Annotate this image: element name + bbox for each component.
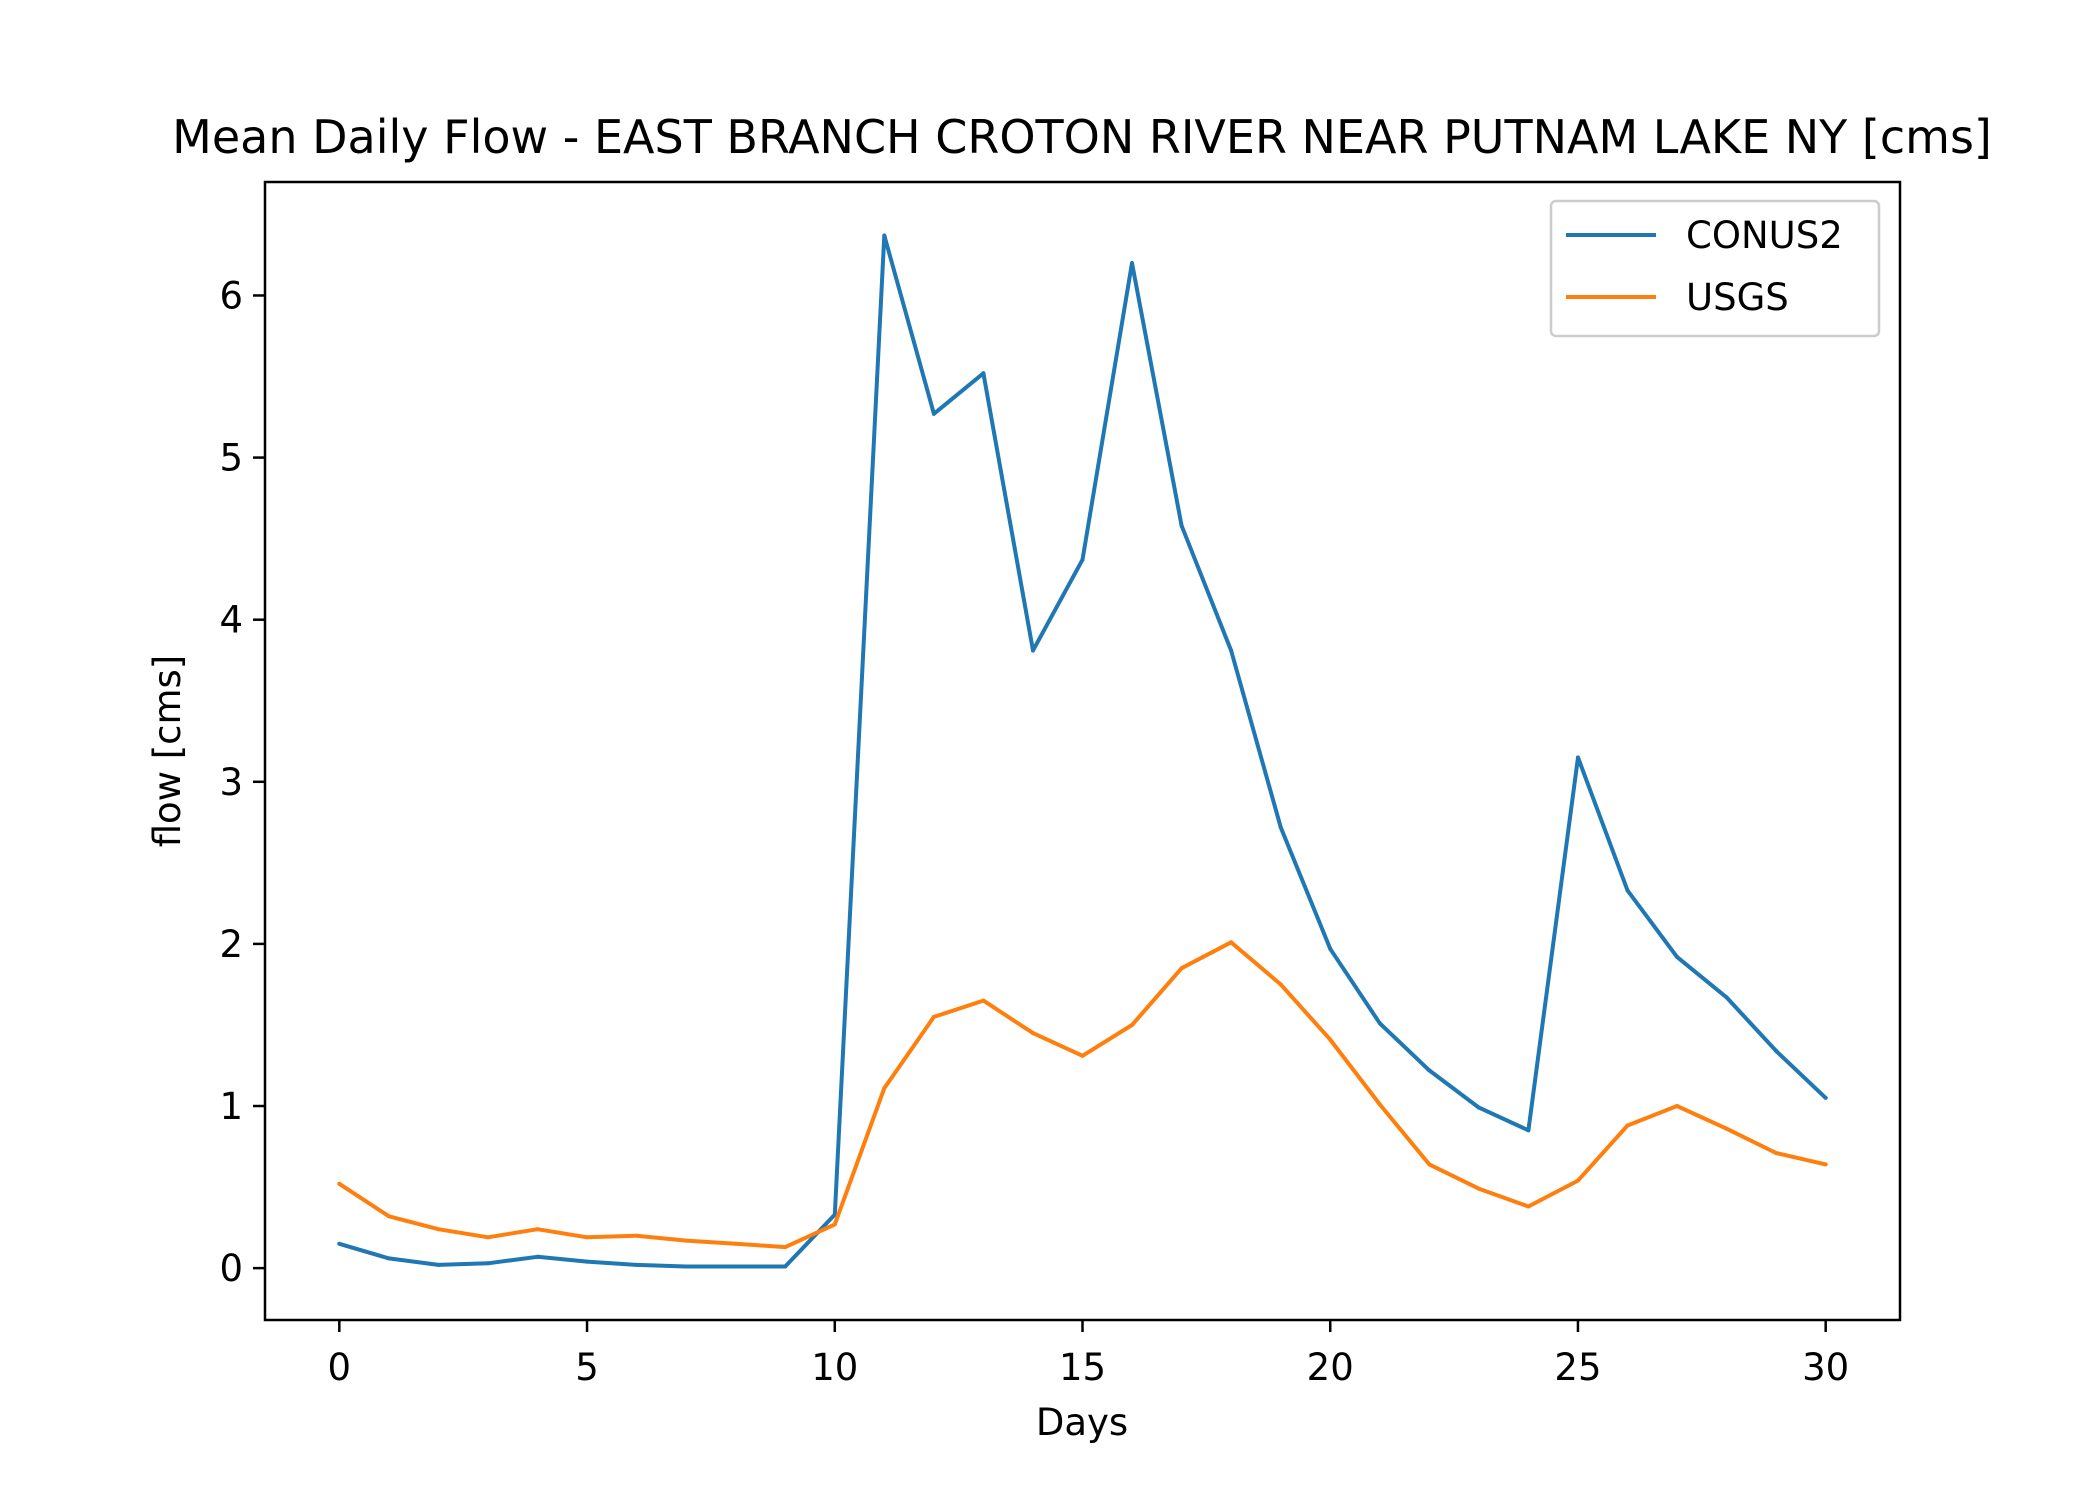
series-2-point: [436, 1227, 441, 1232]
series-1-point: [1179, 523, 1184, 528]
chart-title: Mean Daily Flow - EAST BRANCH CROTON RIV…: [172, 110, 1992, 164]
series-1-point: [981, 371, 986, 376]
series-2-point: [1724, 1126, 1729, 1131]
y-tick-label: 3: [219, 761, 243, 804]
series-1-point: [634, 1262, 639, 1267]
series-1-point: [882, 233, 887, 238]
series-1-point: [1080, 557, 1085, 562]
series-2-point: [931, 1014, 936, 1019]
series-1-point: [1328, 946, 1333, 951]
legend-label: USGS: [1686, 276, 1789, 319]
y-tick-label: 6: [219, 274, 243, 317]
series-2-point: [1328, 1037, 1333, 1042]
series-2-point: [733, 1241, 738, 1246]
x-axis: 0 5 10 15 20 25 30: [328, 1320, 1849, 1389]
series-1-point: [1130, 261, 1134, 266]
series-2-point: [535, 1227, 540, 1232]
series-2-point: [1179, 966, 1184, 971]
y-tick-label: 5: [219, 437, 243, 480]
series-1-point: [1724, 995, 1729, 1000]
x-tick-label: 5: [575, 1346, 599, 1389]
series-2-point: [1774, 1151, 1779, 1155]
series-1-point: [1031, 648, 1035, 653]
series-1-point: [486, 1261, 490, 1266]
series-2-point: [337, 1181, 342, 1186]
series-2-point: [1229, 940, 1234, 945]
x-tick-label: 30: [1802, 1346, 1849, 1389]
series-2-point: [981, 998, 986, 1003]
series-2-point: [1526, 1204, 1531, 1209]
series-1-point: [931, 411, 936, 416]
series-2-point: [882, 1086, 887, 1091]
series-1-point: [1427, 1068, 1432, 1073]
y-tick-label: 2: [219, 923, 243, 966]
series-1-point: [783, 1264, 788, 1269]
series-2-point: [1675, 1104, 1679, 1108]
x-tick-label: 15: [1059, 1346, 1106, 1389]
series-2-point: [1130, 1023, 1134, 1027]
legend-label: CONUS2: [1686, 214, 1843, 257]
series-2-point: [1031, 1031, 1035, 1036]
series-1-point: [1625, 888, 1630, 893]
series-1-point: [1774, 1048, 1779, 1053]
series-2-point: [832, 1222, 837, 1227]
series-2-point: [634, 1233, 639, 1238]
series-layer: [337, 233, 1828, 1269]
series-1-point: [535, 1254, 540, 1259]
series-2-point: [1576, 1178, 1580, 1183]
x-tick-label: 10: [811, 1346, 858, 1389]
series-1-point: [733, 1264, 738, 1269]
x-tick-label: 25: [1554, 1346, 1601, 1389]
series-2-point: [486, 1235, 490, 1240]
series-2-point: [1476, 1186, 1481, 1191]
plot-frame: [263, 180, 1902, 1322]
series-1-point: [1823, 1095, 1828, 1100]
y-tick-label: 1: [219, 1085, 243, 1128]
series-1-point: [1229, 648, 1234, 653]
series-2-point: [1625, 1123, 1630, 1128]
series-line-2: [338, 940, 1827, 1250]
x-tick-label: 20: [1307, 1346, 1354, 1389]
series-1-point: [684, 1264, 689, 1269]
x-axis-label: Days: [1036, 1401, 1128, 1444]
y-tick-label: 0: [219, 1247, 243, 1290]
series-1-point: [1377, 1021, 1382, 1026]
series-2-point: [1278, 982, 1283, 987]
series-1-point: [1526, 1128, 1531, 1133]
series-line-1: [338, 233, 1828, 1269]
series-1-point: [1576, 755, 1580, 760]
legend: CONUS2 USGS: [1549, 199, 1881, 338]
x-tick-label: 0: [328, 1346, 352, 1389]
series-2-point: [783, 1245, 788, 1250]
series-2-point: [1427, 1162, 1432, 1167]
series-2-point: [1377, 1102, 1382, 1107]
series-2-point: [1080, 1053, 1085, 1058]
series-1-point: [832, 1212, 837, 1217]
series-1-point: [1278, 825, 1283, 830]
y-axis: 0 1 2 3 4 5 6: [219, 274, 265, 1290]
series-2-point: [1823, 1162, 1828, 1167]
y-tick-label: 4: [219, 599, 243, 642]
y-axis-label: flow [cms]: [146, 655, 189, 848]
series-1-point: [1476, 1105, 1481, 1110]
series-2-point: [684, 1238, 689, 1243]
series-1-point: [386, 1256, 391, 1261]
series-1-point: [585, 1259, 589, 1264]
series-1-point: [337, 1241, 342, 1246]
series-2-point: [585, 1235, 589, 1240]
series-1-point: [1675, 954, 1679, 959]
series-2-point: [386, 1214, 391, 1219]
series-1-point: [436, 1262, 441, 1267]
